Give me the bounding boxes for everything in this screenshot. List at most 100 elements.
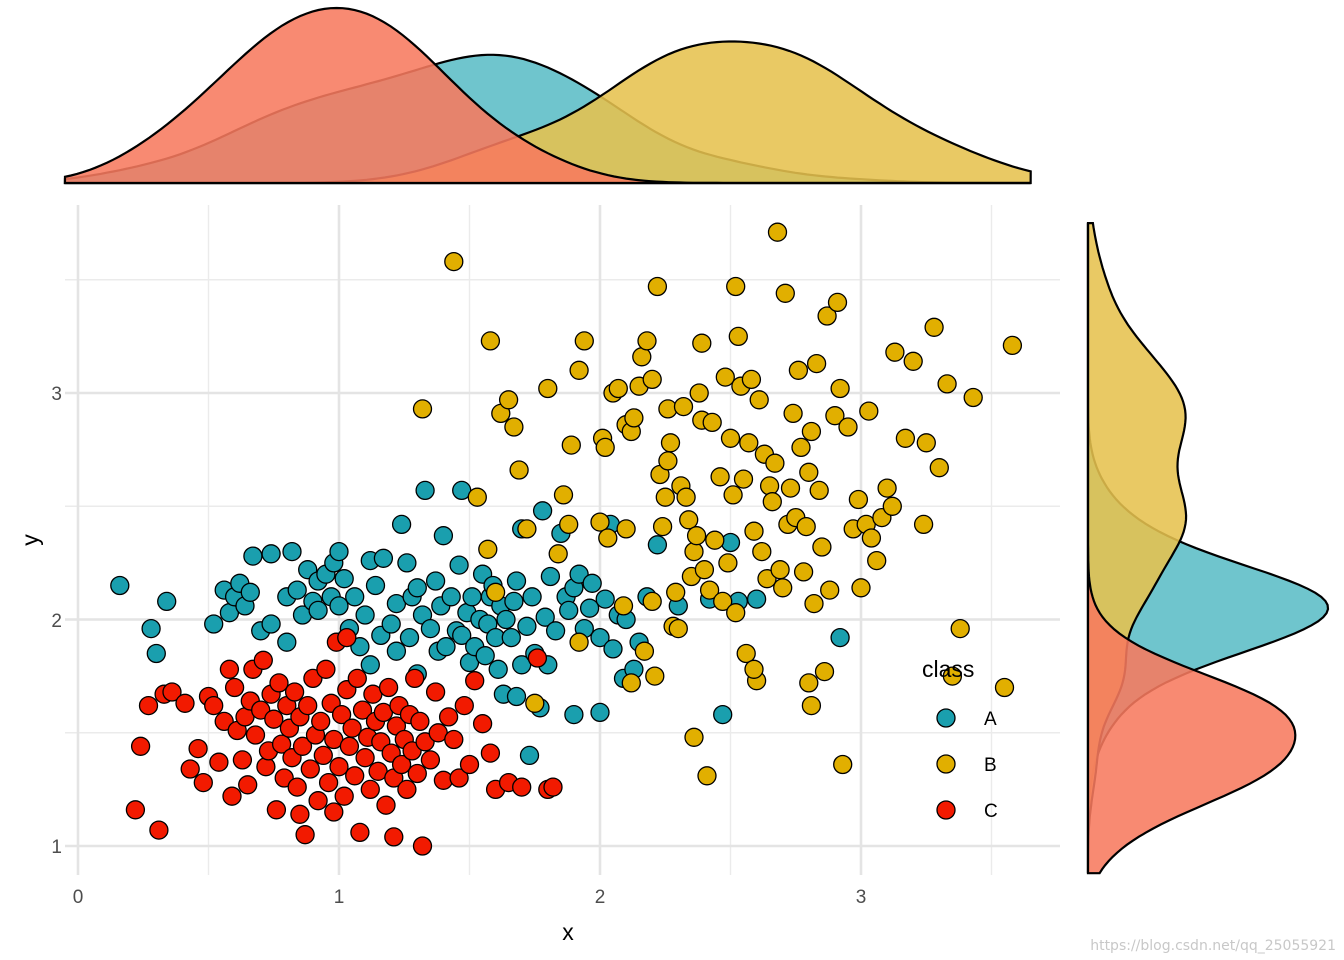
data-point-c — [445, 731, 463, 749]
data-point-b — [727, 604, 745, 622]
data-point-c — [343, 719, 361, 737]
data-point-c — [474, 715, 492, 733]
data-point-b — [560, 515, 578, 533]
data-point-a — [442, 588, 460, 606]
top-marginal-density — [65, 8, 1031, 183]
data-point-c — [270, 674, 288, 692]
data-point-b — [722, 429, 740, 447]
data-point-c — [411, 712, 429, 730]
data-point-b — [792, 438, 810, 456]
data-point-c — [528, 649, 546, 667]
x-tick-label: 0 — [73, 887, 84, 908]
data-point-a — [541, 568, 559, 586]
data-point-b — [1003, 336, 1021, 354]
data-point-b — [622, 674, 640, 692]
data-point-a — [565, 706, 583, 724]
data-point-a — [596, 590, 614, 608]
data-point-b — [745, 522, 763, 540]
data-point-a — [398, 554, 416, 572]
data-point-a — [346, 588, 364, 606]
data-point-b — [878, 479, 896, 497]
data-point-b — [802, 697, 820, 715]
data-point-a — [356, 606, 374, 624]
data-point-c — [286, 683, 304, 701]
data-point-a — [831, 629, 849, 647]
data-point-a — [722, 534, 740, 552]
data-point-b — [753, 543, 771, 561]
data-point-b — [677, 488, 695, 506]
data-point-b — [810, 481, 828, 499]
data-point-c — [414, 837, 432, 855]
y-tick-label: 1 — [51, 837, 62, 858]
data-point-b — [839, 418, 857, 436]
data-point-a — [288, 581, 306, 599]
data-point-b — [633, 348, 651, 366]
data-point-b — [852, 579, 870, 597]
data-point-b — [724, 486, 742, 504]
data-point-b — [904, 352, 922, 370]
data-point-b — [703, 413, 721, 431]
data-point-a — [416, 481, 434, 499]
data-point-b — [951, 620, 969, 638]
data-point-b — [609, 380, 627, 398]
data-point-b — [829, 293, 847, 311]
legend: class A B C — [922, 656, 998, 822]
data-point-c — [427, 683, 445, 701]
data-point-c — [348, 669, 366, 687]
legend-key-c — [937, 801, 955, 819]
data-point-b — [706, 531, 724, 549]
data-point-a — [262, 545, 280, 563]
scatter-points — [111, 223, 1022, 855]
data-point-b — [763, 493, 781, 511]
data-point-b — [669, 620, 687, 638]
data-point-a — [244, 547, 262, 565]
data-point-c — [408, 765, 426, 783]
data-point-a — [262, 615, 280, 633]
data-point-c — [257, 758, 275, 776]
data-point-b — [643, 592, 661, 610]
data-point-c — [338, 629, 356, 647]
data-point-a — [437, 638, 455, 656]
data-point-b — [860, 402, 878, 420]
data-point-b — [625, 409, 643, 427]
data-point-b — [646, 667, 664, 685]
data-point-c — [320, 774, 338, 792]
data-point-b — [716, 368, 734, 386]
data-point-c — [380, 679, 398, 697]
y-tick-label: 2 — [51, 611, 62, 632]
data-point-b — [930, 459, 948, 477]
data-point-c — [461, 756, 479, 774]
data-point-c — [513, 778, 531, 796]
data-point-b — [635, 642, 653, 660]
data-point-a — [393, 515, 411, 533]
data-point-b — [896, 429, 914, 447]
data-point-a — [427, 572, 445, 590]
data-point-a — [434, 527, 452, 545]
legend-item-a: A — [937, 709, 997, 730]
data-point-a — [463, 588, 481, 606]
legend-label-b: B — [984, 755, 997, 776]
data-point-b — [481, 332, 499, 350]
data-point-b — [771, 561, 789, 579]
data-point-c — [301, 760, 319, 778]
data-point-c — [150, 821, 168, 839]
data-point-a — [476, 647, 494, 665]
data-point-a — [560, 601, 578, 619]
data-point-a — [387, 642, 405, 660]
data-point-a — [583, 574, 601, 592]
data-point-c — [132, 737, 150, 755]
data-point-b — [769, 223, 787, 241]
y-axis-tick-labels: 1 2 3 — [51, 384, 62, 858]
data-point-b — [784, 404, 802, 422]
data-point-c — [325, 803, 343, 821]
data-point-a — [283, 543, 301, 561]
data-point-b — [797, 518, 815, 536]
data-point-a — [648, 536, 666, 554]
data-point-a — [521, 746, 539, 764]
data-point-b — [648, 278, 666, 296]
data-point-a — [497, 611, 515, 629]
data-point-b — [727, 278, 745, 296]
data-point-a — [508, 688, 526, 706]
data-point-b — [667, 583, 685, 601]
